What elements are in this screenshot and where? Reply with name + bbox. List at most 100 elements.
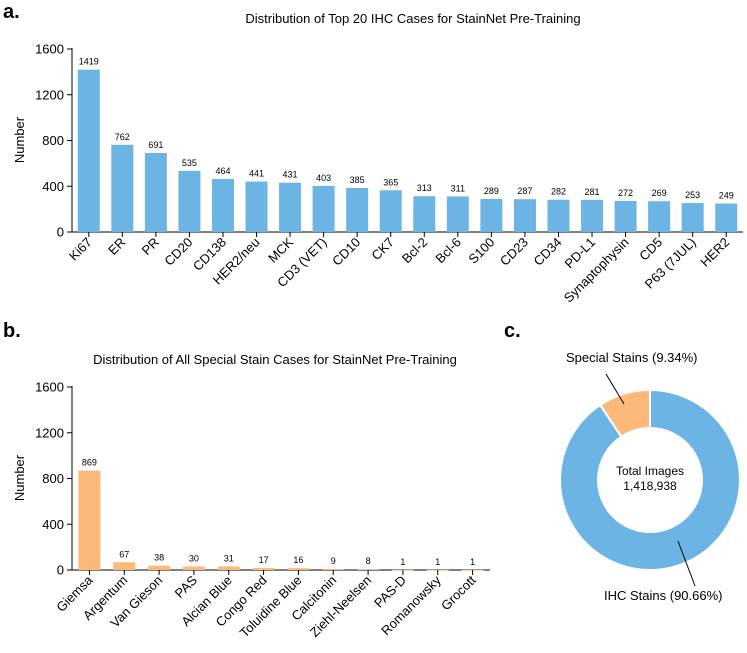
chart-b-data-label-grocott: 1	[470, 557, 475, 567]
chart-a-bar-cd138	[211, 178, 234, 232]
chart-b-bar-toluidine-blue	[287, 568, 310, 570]
chart-b-data-label-ziehl-neelsen: 8	[366, 556, 371, 566]
chart-b-data-label-congo-red: 17	[259, 555, 269, 565]
chart-a-category-label-cd5: CD5	[636, 235, 665, 264]
chart-b-title: Distribution of All Special Stain Cases …	[93, 352, 457, 367]
chart-b-ytick-label-400: 400	[42, 517, 64, 532]
chart-a-data-label-s100: 289	[484, 186, 499, 196]
chart-a-category-label-pr: PR	[139, 235, 162, 258]
chart-c-donut: Total Images 1,418,938 Special Stains (9…	[559, 350, 741, 603]
chart-a-data-label-pd-l1: 281	[585, 187, 600, 197]
chart-b-data-label-giemsa: 869	[82, 458, 97, 468]
special-stains-leader-line	[605, 373, 625, 405]
chart-a-data-label-cd23: 287	[517, 186, 532, 196]
chart-a-data-label-mck: 431	[283, 170, 298, 180]
chart-a-category-label-s100: S100	[465, 235, 497, 267]
chart-a-bar-her2-neu	[245, 181, 268, 232]
chart-a-ytick-label-0: 0	[57, 225, 64, 240]
chart-b-ylabel: Number	[12, 454, 27, 501]
chart-a-bar-cd5	[648, 201, 671, 232]
chart-a-bar-cd10	[346, 187, 369, 232]
chart-a-bar-ki67	[77, 69, 100, 232]
donut-slice-ihc-stains	[559, 388, 741, 571]
chart-a-data-label-p63-7jul: 253	[685, 190, 700, 200]
chart-a-data-label-cd20: 535	[182, 158, 197, 168]
ihc-stains-annotation: IHC Stains (90.66%)	[604, 588, 723, 603]
chart-b-data-label-pas: 30	[189, 554, 199, 564]
chart-a-data-label-cd10: 385	[350, 175, 365, 185]
chart-b-bar-argentum	[113, 562, 136, 570]
chart-a-category-label-cd34: CD34	[530, 235, 564, 269]
chart-a-category-label-cd23: CD23	[497, 235, 531, 269]
chart-a-category-label-cd10: CD10	[329, 235, 363, 269]
chart-a-data-label-pr: 691	[148, 140, 163, 150]
chart-a-category-label-ki67: Ki67	[66, 235, 95, 264]
chart-a-data-label-cd138: 464	[215, 166, 230, 176]
chart-a-bar-p63-7jul	[681, 203, 704, 232]
chart-b-ytick-label-800: 800	[42, 471, 64, 486]
chart-b-data-label-argentum: 67	[119, 549, 129, 559]
chart-a-data-label-cd5: 269	[652, 188, 667, 198]
chart-b-bar-van-gieson	[148, 565, 171, 570]
chart-a-data-label-ck7: 365	[383, 177, 398, 187]
chart-b-category-label-ziehl-neelsen: Ziehl-Neelsen	[307, 573, 374, 640]
special-stains-annotation: Special Stains (9.34%)	[566, 350, 698, 365]
chart-b-bar-ziehl-neelsen	[357, 569, 380, 570]
chart-b-bar-pas	[182, 566, 205, 570]
chart-a-bar-cd20	[178, 170, 201, 232]
chart-b-category-label-pas: PAS	[172, 572, 201, 601]
chart-a-bar-synaptophysin	[614, 200, 637, 232]
chart-b-data-label-pas-d: 1	[400, 557, 405, 567]
chart-a-ylabel: Number	[12, 116, 27, 163]
chart-b-data-label-van-gieson: 38	[154, 553, 164, 563]
chart-a-data-label-her2-neu: 441	[249, 169, 264, 179]
chart-a-category-label-her2: HER2	[697, 235, 732, 270]
chart-a-bar-her2	[715, 203, 738, 232]
chart-a-ytick-label-1600: 1600	[35, 42, 64, 57]
chart-a-bar-cd23	[513, 199, 536, 232]
donut-center-label: Total Images	[616, 464, 684, 478]
chart-b-bar-congo-red	[252, 568, 275, 570]
chart-a-bar-pr	[144, 152, 167, 232]
chart-a-ytick-label-800: 800	[42, 133, 64, 148]
chart-a-bar-mck	[279, 182, 302, 232]
chart-a-data-label-cd3-vet: 403	[316, 173, 331, 183]
chart-b-data-label-romanowsky: 1	[435, 557, 440, 567]
chart-a-category-label-ck7: CK7	[368, 235, 396, 263]
chart-a-bar-cd3-vet	[312, 185, 335, 232]
donut-center-value: 1,418,938	[623, 479, 677, 493]
chart-a-data-label-er: 762	[115, 132, 130, 142]
panel-a-letter: a.	[3, 1, 20, 23]
chart-a-bar-er	[111, 144, 134, 232]
chart-a-data-label-her2: 249	[719, 191, 734, 201]
chart-b-ytick-label-1200: 1200	[35, 425, 64, 440]
chart-a-data-label-bcl-2: 313	[417, 183, 432, 193]
panel-c-letter: c.	[504, 320, 521, 342]
chart-b-data-label-alcian-blue: 31	[224, 553, 234, 563]
chart-a-bar-ck7	[379, 190, 402, 232]
chart-b-special-stains: Distribution of All Special Stain Cases …	[12, 352, 490, 640]
chart-b-data-label-toluidine-blue: 16	[293, 555, 303, 565]
chart-a-bar-bcl-2	[413, 196, 436, 232]
chart-a-category-label-bcl-2: Bcl-2	[399, 235, 431, 267]
chart-b-bar-alcian-blue	[217, 566, 240, 570]
chart-b-data-label-calcitonin: 9	[331, 556, 336, 566]
chart-a-title: Distribution of Top 20 IHC Cases for Sta…	[245, 11, 580, 26]
chart-a-category-label-er: ER	[105, 235, 128, 258]
chart-b-ytick-label-0: 0	[57, 563, 64, 578]
chart-a-data-label-cd34: 282	[551, 187, 566, 197]
chart-a-bar-s100	[480, 198, 503, 232]
chart-b-bar-giemsa	[78, 470, 101, 570]
chart-a-data-label-ki67: 1419	[79, 57, 99, 67]
chart-b-category-label-grocott: Grocott	[438, 572, 479, 613]
chart-a-bar-pd-l1	[581, 199, 604, 232]
ihc-stains-leader-line	[677, 540, 696, 587]
chart-a-bar-bcl-6	[446, 196, 469, 232]
chart-a-ytick-label-1200: 1200	[35, 87, 64, 102]
chart-a-data-label-synaptophysin: 272	[618, 188, 633, 198]
chart-a-category-label-bcl-6: Bcl-6	[432, 235, 464, 267]
chart-a-ihc-top20: Distribution of Top 20 IHC Cases for Sta…	[12, 11, 743, 305]
chart-a-data-label-bcl-6: 311	[451, 183, 465, 193]
chart-b-bar-calcitonin	[322, 568, 345, 570]
